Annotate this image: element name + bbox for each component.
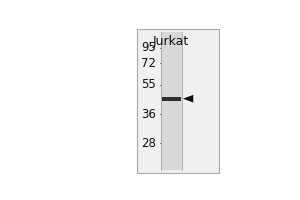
Text: Jurkat: Jurkat	[153, 35, 189, 48]
Bar	[162, 97, 181, 101]
Text: 72: 72	[141, 57, 156, 70]
Text: 55: 55	[141, 78, 156, 91]
Bar	[137, 29, 219, 173]
Text: 28: 28	[141, 137, 156, 150]
Text: 36: 36	[141, 108, 156, 121]
Polygon shape	[183, 95, 193, 103]
Bar	[161, 32, 182, 170]
Text: 95: 95	[141, 41, 156, 54]
